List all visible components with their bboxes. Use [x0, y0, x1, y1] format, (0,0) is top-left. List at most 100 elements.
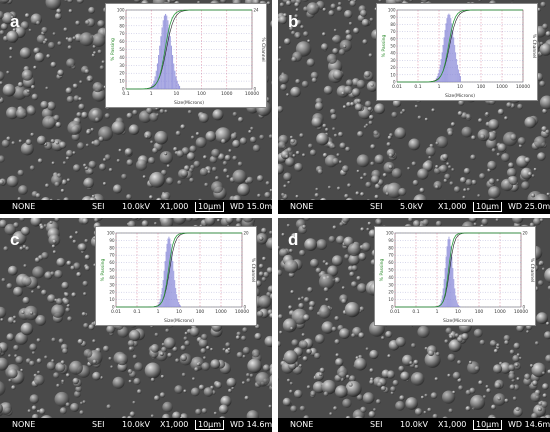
magnification-label: X1,000	[438, 420, 467, 429]
x-tick-label: 10	[457, 84, 463, 90]
y-left-tick-label: 70	[109, 253, 115, 258]
magnification-label: X1,000	[438, 202, 467, 211]
distribution-bar	[169, 238, 171, 307]
y-left-tick-label: 60	[388, 260, 394, 265]
y-left-tick-label: 30	[119, 63, 125, 68]
scale-bar-label: 10μm	[195, 202, 225, 212]
distribution-bar	[175, 287, 177, 307]
y-right-axis-label: % Channel	[529, 258, 535, 282]
size-distribution-inset-d: 0.01 0.1 1 10 100 1000 10000 100 20 90 80 70 60 50 40 3…	[374, 226, 536, 326]
distribution-bar	[455, 52, 457, 82]
distribution-bar	[168, 236, 170, 307]
y-left-tick-label: 10	[390, 72, 396, 77]
y-left-tick-label: 20	[119, 71, 125, 76]
x-tick-label: 0.1	[414, 84, 421, 90]
y-left-tick-label: 10	[109, 297, 115, 302]
working-distance-label: WD 15.0mm	[230, 202, 272, 211]
distribution-bar	[154, 76, 156, 89]
distribution-bar	[162, 20, 164, 89]
y-left-tick-label: 20	[109, 290, 115, 295]
sem-data-bar: NONE SEI 10.0kV X1,000 10μm WD 14.6mm	[278, 418, 550, 432]
panel-letter: a	[10, 12, 20, 31]
distribution-bar	[156, 63, 158, 89]
distribution-bar	[175, 76, 177, 89]
sem-data-bar: NONE SEI 5.0kV X1,000 10μm WD 25.0mm	[278, 200, 550, 214]
panel-letter: d	[288, 230, 299, 249]
x-tick-label: 100	[475, 309, 484, 315]
y-right-axis-label: % Channel	[260, 37, 266, 61]
panel-b: b 0.01 0.1 1 10 100 1000 10000 100 90 80 70 60 50 40 3…	[278, 0, 550, 214]
y-left-tick-label: 30	[388, 282, 394, 287]
distribution-bar	[174, 70, 176, 89]
signal-label: NONE	[290, 420, 314, 429]
distribution-bar	[441, 295, 443, 307]
working-distance-label: WD 14.6mm	[508, 420, 550, 429]
distribution-bar	[165, 251, 167, 307]
distribution-bar	[448, 236, 450, 307]
y-left-tick-label: 20	[390, 65, 396, 70]
y-right-axis-label: % Channel	[531, 34, 537, 58]
x-axis-label: Size(Microns)	[445, 93, 475, 99]
distribution-bar	[162, 280, 164, 307]
distribution-bar	[160, 36, 162, 89]
y-left-tick-label: 70	[119, 31, 125, 36]
y-left-tick-label: 0	[122, 87, 125, 92]
panel-letter: b	[288, 12, 299, 31]
y-left-tick-label: 100	[386, 231, 394, 236]
detector-label: SEI	[370, 420, 383, 429]
distribution-bar	[459, 73, 460, 82]
distribution-bar	[454, 288, 456, 307]
x-tick-label: 100	[196, 309, 205, 315]
distribution-bar	[161, 27, 163, 89]
size-distribution-inset-c: 0.01 0.1 1 10 100 1000 10000 100 20 90 80 70 60 50 40 3…	[95, 226, 257, 326]
y-right-axis-label: % Channel	[250, 258, 256, 282]
distribution-bar	[451, 256, 453, 307]
y-left-tick-label: 70	[388, 253, 394, 258]
distribution-bar	[173, 63, 175, 89]
distribution-bar	[180, 305, 182, 307]
x-axis-label: Size(Microns)	[443, 318, 473, 324]
distribution-bar	[438, 69, 440, 82]
sem-data-bar: NONE SEI 10.0kV X1,000 10μm WD 14.6mm	[0, 418, 272, 432]
y-left-axis-label: % Passing	[110, 38, 116, 61]
distribution-bar	[442, 288, 444, 307]
y-left-tick-label: 40	[109, 275, 115, 280]
x-tick-label: 0.01	[392, 84, 402, 90]
distribution-bar	[443, 279, 445, 307]
x-tick-label: 1000	[215, 309, 227, 315]
distribution-bar	[437, 73, 439, 82]
distribution-bar	[155, 70, 157, 89]
distribution-bar	[166, 243, 168, 307]
x-tick-label: 10000	[235, 309, 249, 315]
distribution-bar	[165, 13, 167, 90]
y-left-tick-label: 100	[107, 231, 115, 236]
panel-d: d 0.01 0.1 1 10 100 1000 10000 100 20 90 80 70 60 50 4…	[278, 218, 550, 432]
panel-a: a 0.1 1 10 100 1000 10000 100 24 90 80 70 60 50 40 30 2…	[0, 0, 272, 214]
distribution-bar	[153, 80, 155, 89]
y-left-tick-label: 80	[390, 22, 396, 27]
y-left-tick-label: 60	[109, 260, 115, 265]
y-left-tick-label: 50	[390, 44, 396, 49]
x-tick-label: 1000	[494, 309, 506, 315]
detector-label: SEI	[92, 420, 105, 429]
distribution-bar	[179, 85, 181, 89]
y-left-tick-label: 20	[388, 290, 394, 295]
distribution-bar	[158, 55, 160, 89]
distribution-bar	[163, 270, 165, 307]
distribution-bar	[167, 20, 169, 89]
distribution-bar	[170, 243, 172, 307]
working-distance-label: WD 14.6mm	[230, 420, 272, 429]
magnification-label: X1,000	[160, 202, 189, 211]
x-tick-label: 10	[176, 309, 182, 315]
x-tick-label: 1	[436, 309, 439, 315]
x-tick-label: 0.1	[133, 309, 140, 315]
distribution-bar	[444, 29, 446, 83]
y-left-tick-label: 80	[388, 245, 394, 250]
detector-label: SEI	[92, 202, 105, 211]
distribution-bar	[457, 64, 459, 82]
cumulative-curve-green	[116, 232, 242, 308]
distribution-bar	[173, 270, 175, 307]
distribution-bar	[446, 18, 448, 82]
